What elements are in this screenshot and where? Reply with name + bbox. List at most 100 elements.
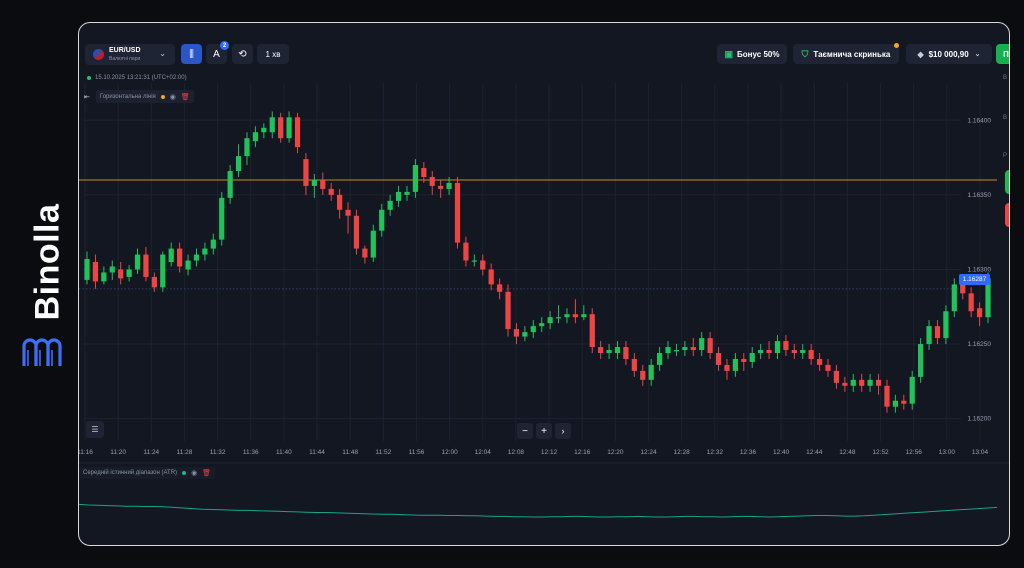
candle-body xyxy=(724,364,730,371)
candle-body xyxy=(303,159,309,186)
timestamp: 15.10.2025 13:21:31 (UTC+02:00) xyxy=(95,75,187,81)
top-toolbar: EUR/USD Валютні пари ⌄ ⫼ A 2 ⟲ 1 хв ▣ Бо… xyxy=(79,23,1009,85)
candle-body xyxy=(833,370,840,383)
x-tick-label: 12:28 xyxy=(674,449,691,456)
chevron-down-icon: ⌄ xyxy=(159,49,166,58)
sell-edge-button[interactable] xyxy=(1005,203,1009,227)
candle-body xyxy=(791,350,797,353)
candle-body xyxy=(572,314,579,318)
candle-body xyxy=(581,314,587,318)
candle-body xyxy=(842,382,848,386)
sliders-icon: ☰ xyxy=(91,425,99,434)
chart-settings-button[interactable]: ☰ xyxy=(86,421,104,438)
bonus-button[interactable]: ▣ Бонус 50% xyxy=(717,44,787,64)
stack-icon: ◆ xyxy=(917,49,924,59)
mystery-box-button[interactable]: ⛉ Таємнича скринька xyxy=(793,44,899,64)
trash-icon[interactable]: 🗑 xyxy=(202,470,212,477)
eye-icon[interactable]: ◉ xyxy=(191,470,198,477)
candle-body xyxy=(774,341,781,353)
candle-body xyxy=(168,248,174,262)
candle-body xyxy=(92,262,99,282)
eye-icon[interactable]: ◉ xyxy=(169,93,176,101)
swap-icon: ⟲ xyxy=(238,48,247,60)
color-dot[interactable] xyxy=(182,471,187,475)
x-tick-label: 12:12 xyxy=(541,449,558,456)
asset-pair: EUR/USD xyxy=(109,46,141,54)
candle-body xyxy=(564,314,570,318)
candle-body xyxy=(808,350,814,359)
candle-body xyxy=(985,278,991,318)
y-tick-label: 1.16400 xyxy=(968,117,992,124)
asset-type: Валютні пари xyxy=(109,55,141,62)
trash-icon[interactable]: 🗑 xyxy=(180,93,190,101)
drawing-icon: A xyxy=(213,48,220,60)
chart-type-button[interactable]: ⫼ xyxy=(181,44,202,64)
y-tick-label: 1.16200 xyxy=(968,416,992,423)
timeframe-selector[interactable]: 1 хв xyxy=(257,44,289,64)
scroll-right-button[interactable]: › xyxy=(555,423,571,439)
candle-body xyxy=(800,350,806,353)
price-chart[interactable]: 11:16 11:20 11:24 11:28 11:32 11:36 11:40 11:44… xyxy=(79,23,1009,545)
side-letter: В xyxy=(1002,115,1007,121)
candle-body xyxy=(707,338,713,353)
hline-object[interactable]: Горизонтальна лінія ◉ 🗑 xyxy=(95,90,194,103)
x-tick-label: 12:32 xyxy=(707,449,724,456)
indicator-label: Середній істинний діапазон (ATR) xyxy=(83,470,178,476)
candle-body xyxy=(530,326,536,333)
zoom-out-button[interactable]: − xyxy=(517,423,533,439)
candle-body xyxy=(918,344,924,377)
x-tick-label: 13:00 xyxy=(939,449,956,456)
zoom-in-button[interactable]: + xyxy=(536,423,552,439)
x-tick-label: 11:20 xyxy=(110,449,126,456)
candle-body xyxy=(488,269,494,285)
candle-body xyxy=(235,156,242,172)
candles-icon: ⫼ xyxy=(189,48,194,60)
server-time: 15.10.2025 13:21:31 (UTC+02:00) xyxy=(87,75,187,81)
notification-dot xyxy=(894,43,899,48)
brand-panel: Binolla xyxy=(8,0,72,568)
candle-body xyxy=(892,400,898,407)
candle-body xyxy=(522,332,528,337)
candle-body xyxy=(160,254,166,288)
candle-body xyxy=(513,329,520,337)
candle-body xyxy=(353,215,360,249)
y-tick-label: 1.16350 xyxy=(968,192,992,199)
buy-edge-button[interactable] xyxy=(1005,170,1009,194)
candle-body xyxy=(311,179,317,186)
candle-body xyxy=(741,358,747,362)
candle-body xyxy=(951,284,957,312)
asset-selector[interactable]: EUR/USD Валютні пари ⌄ xyxy=(85,44,175,65)
x-tick-label: 12:08 xyxy=(508,449,525,456)
balance-selector[interactable]: ◆ $10 000,90 ⌄ xyxy=(906,44,992,64)
candle-body xyxy=(421,168,427,177)
candle-body xyxy=(320,179,326,189)
indicator-row[interactable]: Середній істинний діапазон (ATR) ◉ 🗑 xyxy=(79,467,216,479)
x-tick-label: 12:52 xyxy=(872,449,889,456)
x-tick-label: 12:00 xyxy=(441,449,458,456)
candle-body xyxy=(404,191,410,195)
binolla-logo-icon xyxy=(22,338,62,366)
candle-body xyxy=(252,132,259,142)
candle-body xyxy=(429,176,435,186)
candle-body xyxy=(758,350,764,353)
collapse-icon[interactable]: ⇤ xyxy=(84,93,90,101)
indicators-button[interactable]: ⟲ xyxy=(232,44,253,64)
candle-body xyxy=(151,276,157,288)
candle-body xyxy=(379,209,385,231)
candle-body xyxy=(101,272,107,282)
x-tick-label: 12:40 xyxy=(773,449,790,456)
balance-value: $10 000,90 xyxy=(928,49,969,59)
candle-body xyxy=(480,260,486,270)
candle-body xyxy=(884,385,890,407)
candle-body xyxy=(648,364,654,380)
candle-body xyxy=(909,376,915,404)
color-dot[interactable] xyxy=(160,94,165,99)
x-tick-label: 11:28 xyxy=(177,449,193,456)
side-letter: Р xyxy=(1002,153,1007,159)
candle-body xyxy=(926,326,932,345)
x-tick-label: 12:36 xyxy=(740,449,757,456)
deposit-button[interactable]: П xyxy=(996,44,1009,64)
candle-body xyxy=(699,338,705,351)
candle-body xyxy=(471,260,477,262)
candle-body xyxy=(783,341,789,351)
